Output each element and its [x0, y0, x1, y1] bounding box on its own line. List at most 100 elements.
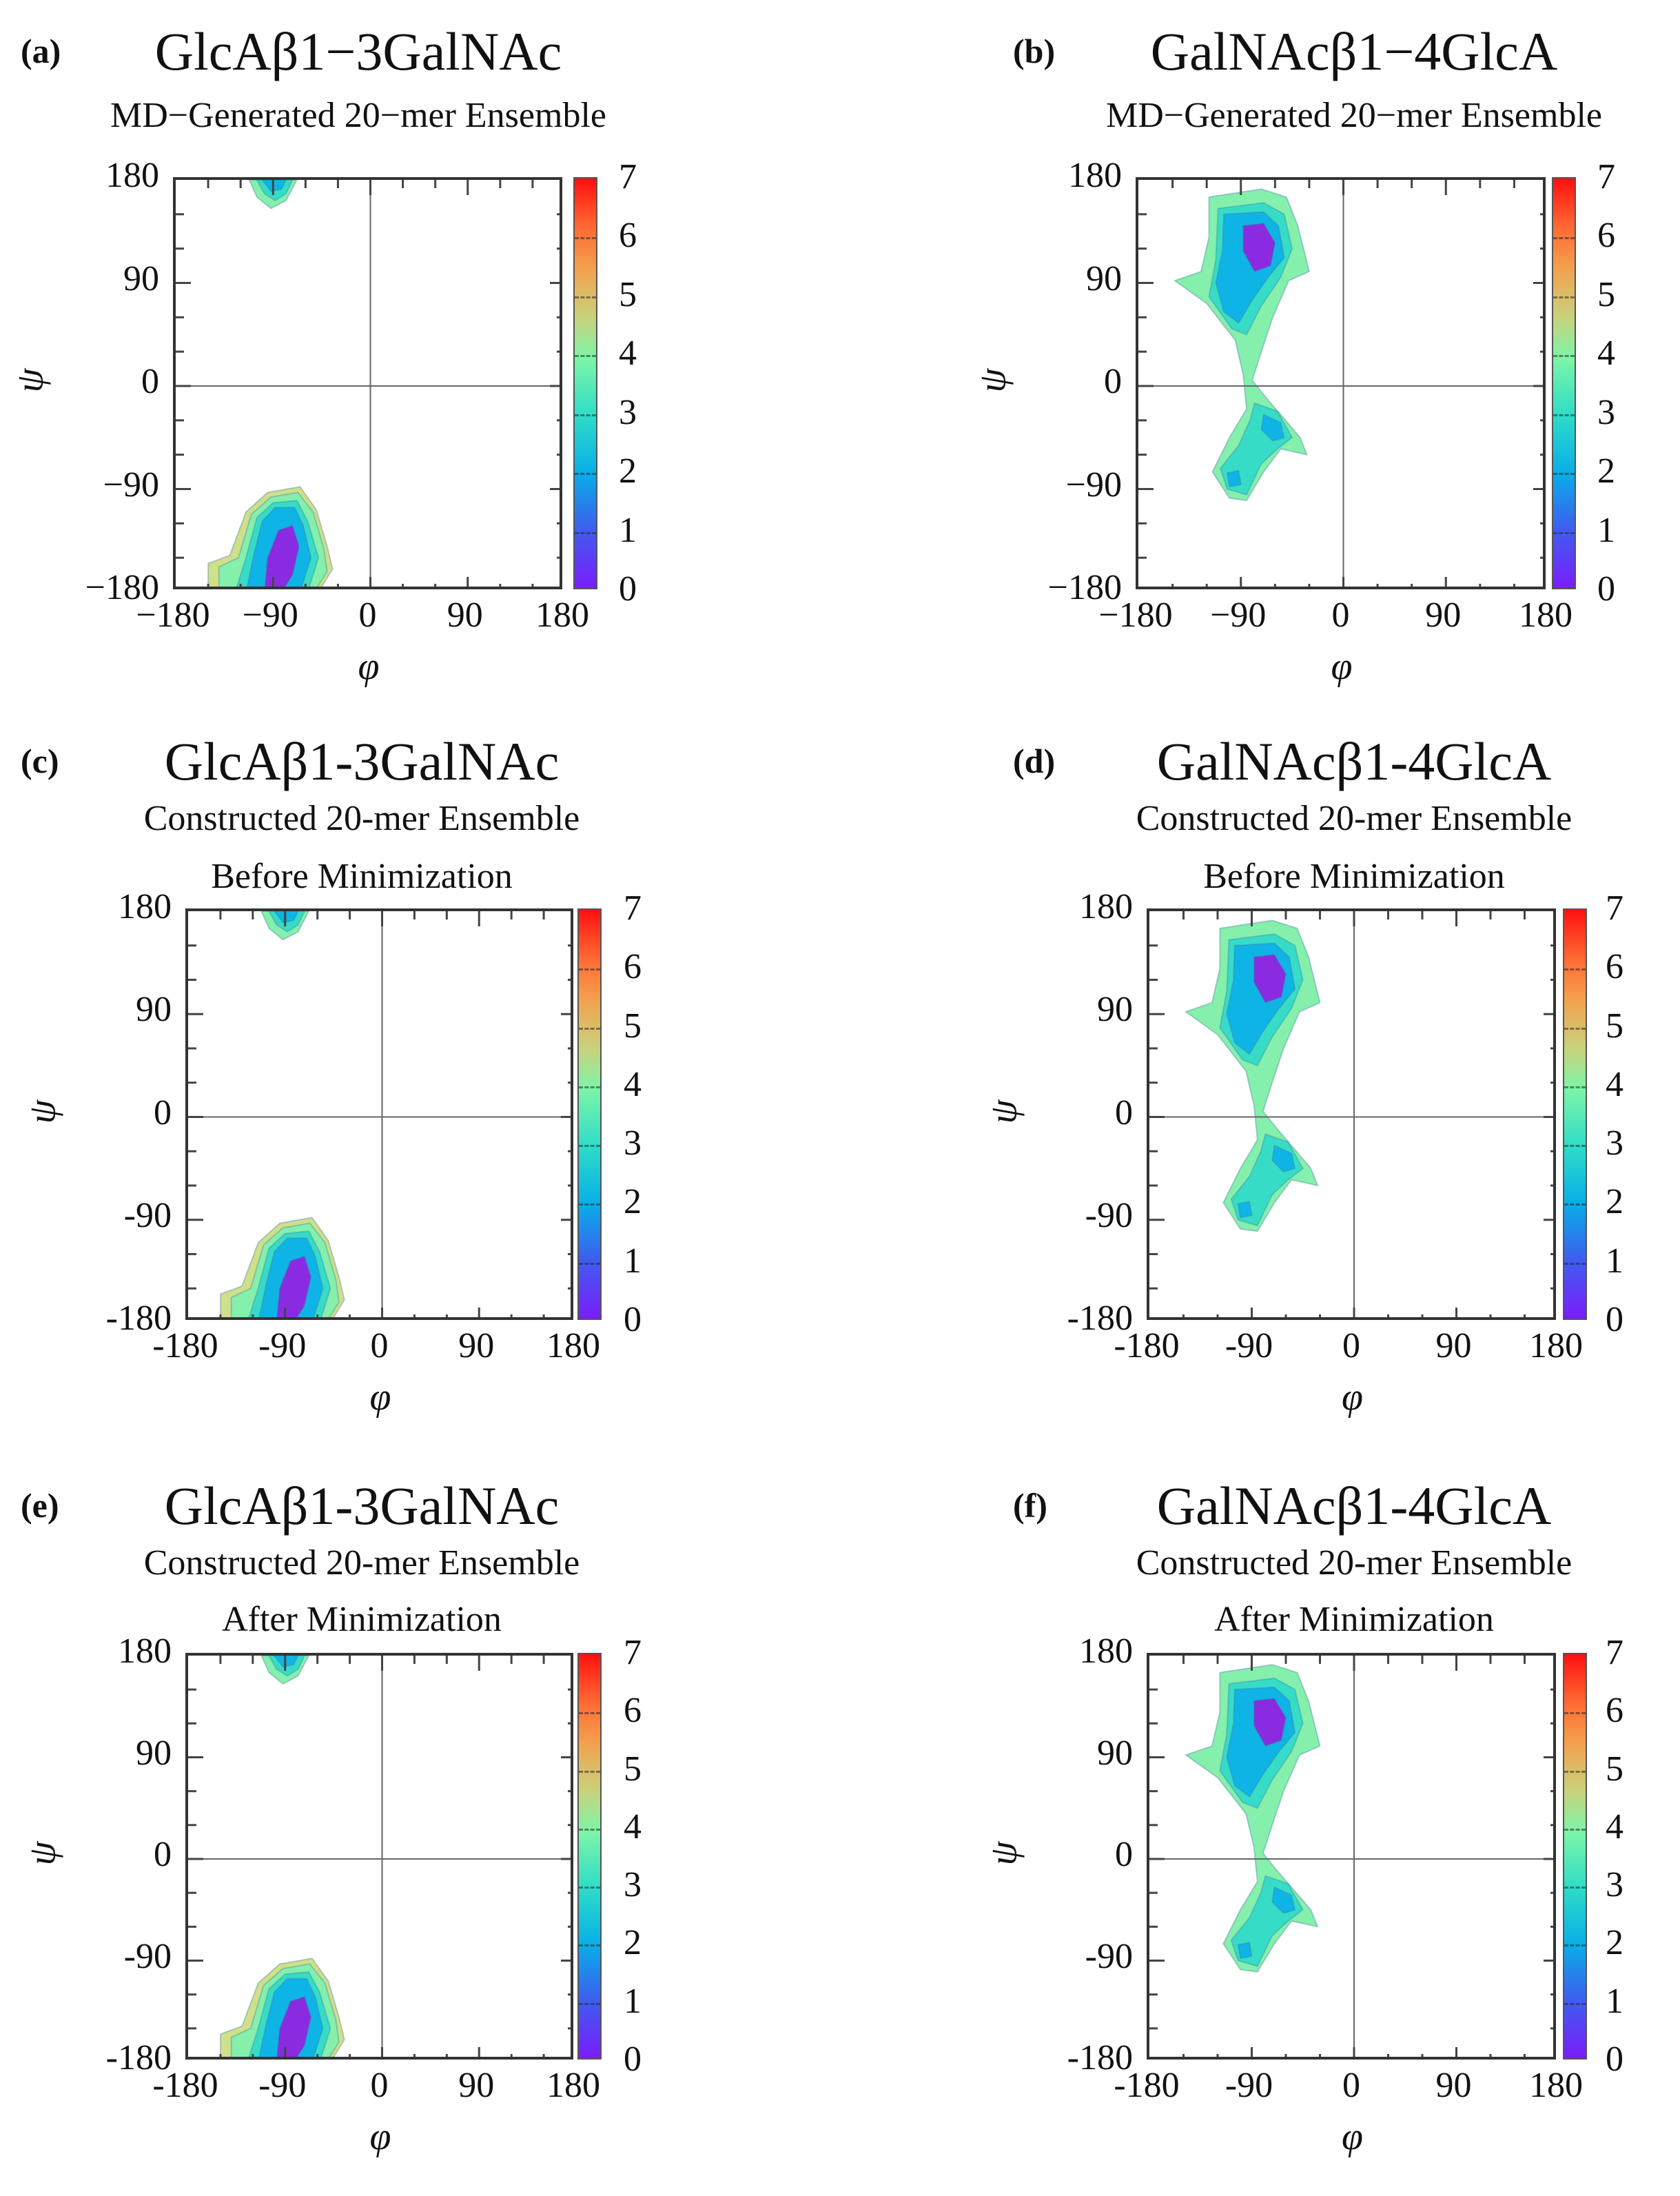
- colorbar-tick-label: 0: [1597, 569, 1615, 609]
- x-tick-label: 90: [447, 596, 483, 635]
- plot-area: [173, 177, 562, 589]
- colorbar-level-line: [1564, 1145, 1586, 1148]
- colorbar-level-line: [575, 473, 596, 476]
- colorbar-level-line: [1564, 1086, 1586, 1088]
- x-tick-label: 0: [370, 2066, 389, 2105]
- colorbar-tick-label: 1: [624, 1241, 642, 1281]
- x-tick-label: -180: [1114, 1326, 1180, 1365]
- x-tick-label: −180: [1098, 596, 1173, 635]
- colorbar-level-line: [575, 414, 596, 416]
- energy-map: [1149, 1656, 1553, 2057]
- x-tick-label: -90: [1225, 2066, 1273, 2105]
- y-tick-label: 90: [136, 990, 172, 1030]
- y-tick-label: 90: [1097, 990, 1133, 1030]
- y-tick-label: 180: [105, 156, 159, 195]
- colorbar-tick-label: 7: [1606, 888, 1623, 928]
- x-axis-label: φ: [1331, 645, 1353, 688]
- colorbar: [1563, 908, 1587, 1320]
- colorbar-level-line: [579, 1262, 600, 1265]
- colorbar-level-line: [1564, 1027, 1586, 1030]
- x-axis-label: φ: [369, 1376, 391, 1419]
- colorbar-level-line: [579, 2002, 600, 2005]
- y-tick-label: 0: [154, 1092, 172, 1132]
- plot-area: [1147, 1653, 1556, 2060]
- colorbar-level-line: [579, 1944, 600, 1947]
- panel-title: GlcAβ1-3GalNAc: [164, 1476, 560, 1536]
- panel-title: GalNAcβ1−4GlcA: [1150, 21, 1558, 81]
- colorbar-tick-label: 2: [624, 1182, 642, 1222]
- colorbar: [577, 1653, 602, 2060]
- colorbar-level-line: [579, 1203, 600, 1206]
- x-axis-label: φ: [358, 645, 380, 688]
- colorbar-tick-label: 2: [619, 451, 637, 491]
- colorbar-level-line: [575, 355, 596, 358]
- colorbar-tick-label: 4: [619, 334, 637, 374]
- panel-tag: (e): [21, 1486, 59, 1525]
- panel-tag: (f): [1013, 1486, 1047, 1525]
- colorbar-tick-label: 7: [619, 157, 637, 196]
- colorbar-level-line: [1553, 237, 1575, 240]
- y-tick-label: −90: [103, 465, 159, 505]
- y-tick-label: -180: [105, 2038, 172, 2077]
- x-tick-label: 180: [1529, 2066, 1583, 2105]
- y-tick-label: -90: [1085, 1195, 1133, 1235]
- x-tick-label: 90: [458, 2066, 495, 2105]
- energy-map: [1138, 180, 1543, 587]
- colorbar-level-line: [579, 1712, 600, 1715]
- panel-subtitle: After Minimization: [222, 1600, 502, 1639]
- x-tick-label: -90: [258, 1326, 307, 1365]
- colorbar-tick-label: 3: [619, 392, 637, 432]
- y-tick-label: −180: [1047, 568, 1122, 607]
- panel-subtitle: Constructed 20-mer Ensemble: [143, 1543, 580, 1583]
- colorbar-tick-label: 6: [619, 216, 637, 256]
- x-tick-label: −180: [136, 596, 210, 635]
- colorbar-level-line: [1564, 1712, 1586, 1715]
- x-tick-label: 180: [535, 596, 589, 635]
- colorbar-level-line: [579, 1770, 600, 1773]
- colorbar-level-line: [1564, 2002, 1586, 2005]
- colorbar-level-line: [579, 1828, 600, 1831]
- x-tick-label: 0: [370, 1326, 389, 1365]
- colorbar-level-line: [1564, 968, 1586, 971]
- colorbar-tick-label: 4: [1606, 1064, 1623, 1104]
- y-axis-label: ψ: [982, 1099, 1025, 1124]
- x-axis-label: φ: [1342, 2115, 1363, 2158]
- x-tick-label: -180: [152, 2066, 218, 2105]
- colorbar-level-line: [1553, 473, 1575, 476]
- x-tick-label: 90: [1435, 1326, 1472, 1365]
- colorbar-tick-label: 3: [624, 1124, 642, 1163]
- y-tick-label: 90: [123, 258, 159, 298]
- colorbar-tick-label: 5: [1606, 1749, 1623, 1789]
- colorbar-level-line: [575, 296, 596, 298]
- colorbar-tick-label: 6: [624, 1691, 642, 1731]
- panel-title: GlcAβ1−3GalNAc: [154, 21, 562, 81]
- y-tick-label: 180: [118, 1631, 172, 1671]
- colorbar-tick-label: 3: [624, 1865, 642, 1905]
- x-tick-label: 180: [546, 1326, 600, 1365]
- colorbar-tick-label: 2: [1606, 1182, 1623, 1222]
- colorbar-tick-label: 7: [624, 888, 642, 928]
- x-tick-label: 0: [1342, 2066, 1360, 2105]
- y-tick-label: 180: [1068, 156, 1122, 195]
- y-tick-label: 0: [154, 1835, 172, 1874]
- colorbar-tick-label: 5: [619, 274, 637, 314]
- x-tick-label: 90: [1435, 2066, 1472, 2105]
- x-tick-label: -90: [258, 2066, 307, 2105]
- energy-map: [1149, 911, 1553, 1317]
- y-axis-label: ψ: [982, 1841, 1025, 1866]
- colorbar: [573, 177, 597, 589]
- colorbar-tick-label: 0: [1606, 2040, 1623, 2079]
- colorbar-tick-label: 1: [1597, 510, 1615, 550]
- colorbar-tick-label: 1: [624, 1981, 642, 2021]
- colorbar-tick-label: 4: [1597, 334, 1615, 374]
- y-tick-label: 90: [136, 1733, 172, 1773]
- colorbar-tick-label: 1: [1606, 1981, 1623, 2021]
- colorbar-tick-label: 6: [624, 947, 642, 987]
- colorbar-tick-label: 7: [624, 1633, 642, 1672]
- colorbar-tick-label: 0: [1606, 1300, 1623, 1339]
- panel-title: GlcAβ1-3GalNAc: [164, 731, 560, 791]
- panel-subtitle: MD−Generated 20−mer Ensemble: [1106, 96, 1602, 135]
- x-tick-label: 180: [1519, 596, 1573, 635]
- y-axis-label: ψ: [21, 1099, 64, 1124]
- y-axis-label: ψ: [8, 368, 52, 393]
